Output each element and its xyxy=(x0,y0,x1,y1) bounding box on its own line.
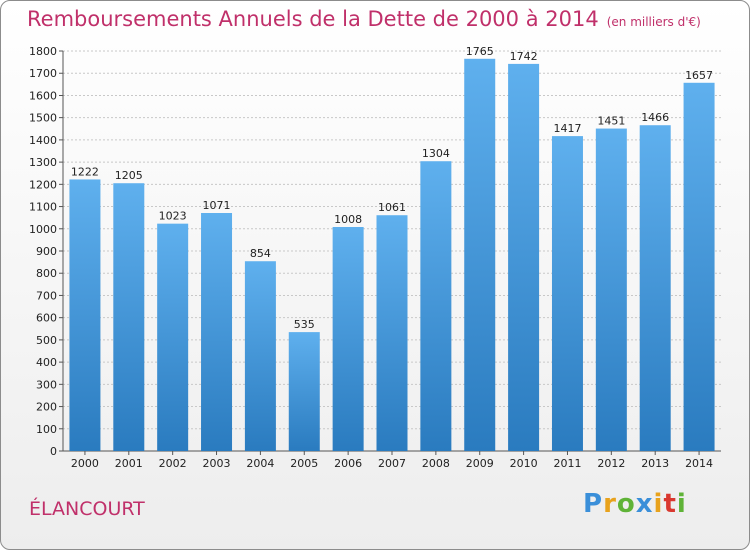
data-label-2004: 854 xyxy=(250,247,271,260)
y-tick-label: 1100 xyxy=(29,201,57,214)
y-tick-label: 100 xyxy=(36,423,57,436)
y-tick-label: 1500 xyxy=(29,112,57,125)
bar-2013 xyxy=(639,125,671,451)
bar-2001 xyxy=(113,183,145,451)
data-label-2011: 1417 xyxy=(553,122,581,135)
x-tick-label: 2006 xyxy=(334,457,362,470)
x-tick-label: 2013 xyxy=(641,457,669,470)
bar-2010 xyxy=(508,63,540,452)
x-tick-label: 2005 xyxy=(290,457,318,470)
data-label-2009: 1765 xyxy=(466,45,494,58)
data-label-2014: 1657 xyxy=(685,69,713,82)
data-label-2003: 1071 xyxy=(203,199,231,212)
data-label-2002: 1023 xyxy=(159,210,187,223)
x-tick-label: 2003 xyxy=(203,457,231,470)
bar-2000 xyxy=(69,179,101,451)
y-tick-label: 1300 xyxy=(29,156,57,169)
y-tick-label: 900 xyxy=(36,245,57,258)
data-label-2013: 1466 xyxy=(641,111,669,124)
y-tick-label: 1000 xyxy=(29,223,57,236)
x-tick-label: 2004 xyxy=(246,457,274,470)
x-tick-label: 2009 xyxy=(466,457,494,470)
x-tick-label: 2001 xyxy=(115,457,143,470)
bar-2002 xyxy=(157,223,189,451)
bar-2006 xyxy=(332,227,364,451)
bar-2008 xyxy=(420,161,452,451)
chart-title: Remboursements Annuels de la Dette de 20… xyxy=(27,7,701,31)
y-tick-label: 800 xyxy=(36,267,57,280)
y-tick-label: 1700 xyxy=(29,67,57,80)
y-tick-label: 700 xyxy=(36,289,57,302)
y-tick-label: 400 xyxy=(36,356,57,369)
bar-2007 xyxy=(376,215,408,451)
data-label-2010: 1742 xyxy=(510,50,538,63)
x-tick-label: 2007 xyxy=(378,457,406,470)
x-tick-label: 2008 xyxy=(422,457,450,470)
commune-name: ÉLANCOURT xyxy=(29,498,145,520)
bar-2005 xyxy=(288,332,320,451)
title-unit: (en milliers d'€) xyxy=(606,15,701,29)
bar-2004 xyxy=(244,261,276,451)
bar-2003 xyxy=(201,213,233,451)
proxiti-logo: Proxiti xyxy=(583,489,687,519)
x-tick-label: 2002 xyxy=(159,457,187,470)
y-tick-label: 1400 xyxy=(29,134,57,147)
y-tick-label: 1800 xyxy=(29,45,57,58)
y-tick-label: 0 xyxy=(50,445,57,458)
data-label-2006: 1008 xyxy=(334,213,362,226)
bar-2012 xyxy=(595,128,627,452)
x-tick-label: 2000 xyxy=(71,457,99,470)
y-tick-label: 1600 xyxy=(29,89,57,102)
y-tick-label: 1200 xyxy=(29,178,57,191)
x-tick-label: 2010 xyxy=(510,457,538,470)
data-label-2001: 1205 xyxy=(115,169,143,182)
data-label-2012: 1451 xyxy=(597,115,625,128)
x-tick-label: 2012 xyxy=(597,457,625,470)
bar-2014 xyxy=(683,82,715,452)
x-tick-label: 2014 xyxy=(685,457,713,470)
title-main: Remboursements Annuels de la Dette de 20… xyxy=(27,7,599,31)
data-label-2005: 535 xyxy=(294,318,315,331)
y-tick-label: 600 xyxy=(36,312,57,325)
y-tick-label: 200 xyxy=(36,401,57,414)
x-tick-label: 2011 xyxy=(553,457,581,470)
y-tick-label: 500 xyxy=(36,334,57,347)
data-label-2008: 1304 xyxy=(422,147,450,160)
data-label-2000: 1222 xyxy=(71,165,99,178)
bar-2011 xyxy=(551,136,583,451)
bar-2009 xyxy=(464,58,496,452)
y-tick-label: 300 xyxy=(36,378,57,391)
data-label-2007: 1061 xyxy=(378,201,406,214)
